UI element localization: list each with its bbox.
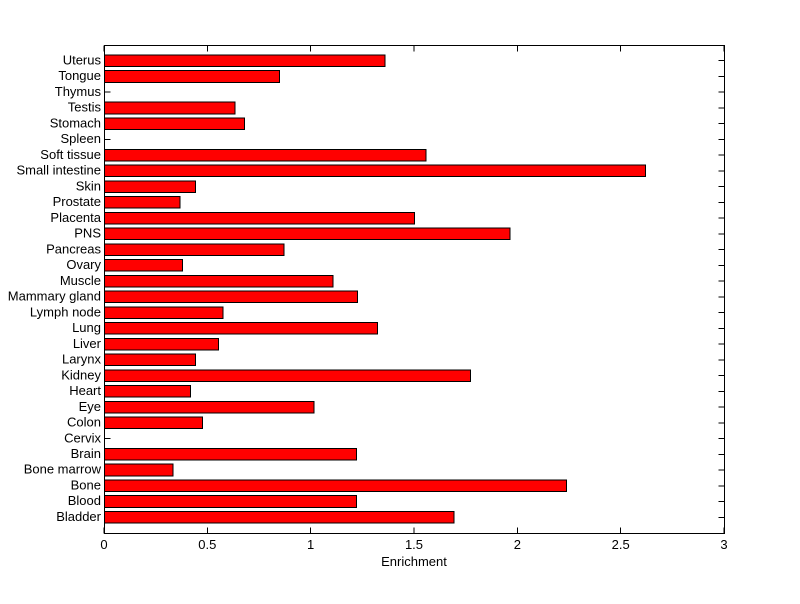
svg-text:Heart: Heart bbox=[69, 383, 101, 398]
svg-text:3: 3 bbox=[720, 537, 727, 552]
svg-text:Brain: Brain bbox=[71, 446, 101, 461]
svg-text:Colon: Colon bbox=[67, 415, 101, 430]
svg-text:Kidney: Kidney bbox=[61, 367, 101, 382]
svg-text:Prostate: Prostate bbox=[53, 194, 101, 209]
svg-text:Cervix: Cervix bbox=[64, 430, 101, 445]
svg-text:Spleen: Spleen bbox=[61, 131, 101, 146]
svg-text:Thymus: Thymus bbox=[55, 84, 102, 99]
svg-text:Mammary gland: Mammary gland bbox=[8, 289, 101, 304]
svg-text:Testis: Testis bbox=[68, 100, 102, 115]
svg-text:Uterus: Uterus bbox=[63, 52, 102, 67]
svg-text:Liver: Liver bbox=[73, 336, 102, 351]
svg-text:2.5: 2.5 bbox=[612, 537, 630, 552]
svg-text:1.5: 1.5 bbox=[405, 537, 423, 552]
svg-text:Small intestine: Small intestine bbox=[16, 163, 101, 178]
svg-text:Blood: Blood bbox=[68, 493, 101, 508]
svg-text:Bladder: Bladder bbox=[56, 509, 101, 524]
svg-text:Ovary: Ovary bbox=[66, 257, 101, 272]
svg-text:0: 0 bbox=[100, 537, 107, 552]
svg-text:Enrichment: Enrichment bbox=[381, 554, 447, 569]
svg-text:0.5: 0.5 bbox=[198, 537, 216, 552]
svg-text:Skin: Skin bbox=[76, 178, 101, 193]
svg-text:Pancreas: Pancreas bbox=[46, 241, 101, 256]
svg-text:Soft tissue: Soft tissue bbox=[40, 147, 101, 162]
svg-text:Tongue: Tongue bbox=[58, 68, 101, 83]
svg-text:Lung: Lung bbox=[72, 320, 101, 335]
svg-text:Bone marrow: Bone marrow bbox=[24, 462, 102, 477]
svg-text:Placenta: Placenta bbox=[50, 210, 101, 225]
svg-text:1: 1 bbox=[307, 537, 314, 552]
svg-text:Lymph node: Lymph node bbox=[30, 304, 101, 319]
svg-text:2: 2 bbox=[514, 537, 521, 552]
svg-text:Stomach: Stomach bbox=[50, 115, 101, 130]
svg-text:PNS: PNS bbox=[74, 226, 101, 241]
svg-text:Eye: Eye bbox=[79, 399, 101, 414]
svg-text:Muscle: Muscle bbox=[60, 273, 101, 288]
svg-text:Bone: Bone bbox=[71, 477, 101, 492]
svg-text:Larynx: Larynx bbox=[62, 352, 102, 367]
